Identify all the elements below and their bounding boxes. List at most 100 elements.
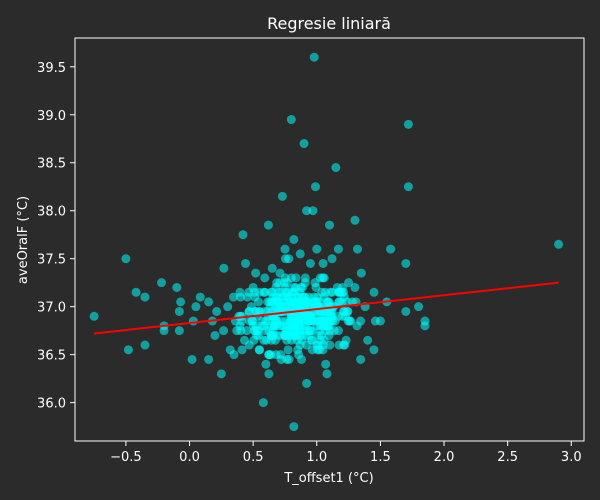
data-point — [157, 278, 167, 288]
data-point — [248, 321, 258, 331]
data-point — [229, 292, 239, 302]
data-point — [216, 369, 226, 379]
data-point — [176, 297, 186, 307]
data-point — [271, 302, 281, 312]
data-point — [302, 378, 312, 388]
data-point — [280, 273, 290, 283]
data-point — [140, 292, 150, 302]
data-point — [314, 345, 324, 355]
data-point — [261, 359, 271, 369]
data-point — [204, 354, 214, 364]
data-point — [322, 369, 332, 379]
data-point — [266, 335, 276, 345]
data-point — [353, 244, 362, 254]
data-point — [159, 326, 169, 336]
data-point — [223, 302, 233, 312]
data-point — [195, 292, 205, 302]
data-point — [264, 369, 274, 379]
x-axis-title: T_offset1 (°C) — [283, 471, 373, 486]
data-point — [229, 350, 239, 360]
y-tick-label: 36.0 — [37, 397, 66, 412]
y-axis-title: aveOralF (°C) — [16, 196, 31, 284]
data-point — [403, 119, 413, 129]
data-point — [289, 282, 299, 292]
y-tick-label: 39.5 — [37, 61, 66, 76]
data-point — [302, 206, 312, 216]
data-point — [172, 282, 182, 292]
data-point — [188, 316, 198, 326]
data-point — [293, 345, 303, 355]
data-point — [174, 326, 184, 336]
data-point — [251, 268, 261, 278]
data-point — [121, 254, 131, 264]
data-point — [318, 316, 328, 326]
data-point — [263, 220, 273, 230]
data-point — [238, 230, 248, 240]
data-point — [280, 330, 290, 340]
data-point — [375, 316, 385, 326]
data-point — [310, 278, 320, 288]
x-tick-label: 0.5 — [243, 450, 264, 465]
data-point — [280, 244, 290, 254]
data-point — [248, 282, 258, 292]
x-tick-label: 3.0 — [561, 450, 582, 465]
data-point — [319, 273, 329, 283]
data-point — [369, 345, 379, 355]
data-point — [312, 244, 322, 254]
data-point — [254, 287, 264, 297]
data-point — [252, 330, 262, 340]
regression-line — [93, 281, 559, 335]
data-point — [174, 306, 184, 316]
data-point — [297, 335, 307, 345]
data-point — [356, 268, 366, 278]
data-point — [283, 345, 293, 355]
x-tick-label: 2.5 — [497, 450, 518, 465]
data-point — [331, 163, 341, 173]
data-point — [350, 282, 360, 292]
data-point — [325, 220, 334, 230]
data-point — [289, 235, 299, 244]
data-point — [283, 321, 293, 331]
data-point — [327, 254, 337, 264]
data-point — [363, 335, 373, 345]
data-point — [420, 321, 430, 331]
y-tick-label: 39.0 — [37, 109, 66, 124]
data-point — [204, 297, 214, 307]
data-point — [251, 306, 261, 316]
data-point — [308, 206, 318, 216]
data-point — [277, 191, 287, 201]
data-point — [191, 302, 201, 312]
data-point — [259, 321, 269, 331]
data-point — [89, 311, 99, 321]
data-point — [386, 244, 396, 254]
data-point — [356, 316, 366, 326]
y-tick-label: 37.5 — [37, 253, 66, 268]
data-point — [343, 306, 353, 316]
data-point — [356, 354, 366, 364]
data-point — [286, 115, 296, 125]
data-point — [295, 249, 305, 259]
data-point — [242, 326, 252, 336]
data-point — [300, 278, 310, 288]
data-point — [344, 278, 354, 288]
data-point — [187, 354, 197, 364]
data-point — [369, 287, 379, 297]
data-point — [255, 345, 265, 355]
data-point — [123, 345, 133, 355]
x-tick-label: 0.0 — [179, 450, 200, 465]
data-point — [321, 359, 331, 369]
data-point — [254, 297, 263, 307]
data-point — [337, 297, 347, 307]
data-point — [307, 345, 317, 355]
data-point — [244, 340, 254, 350]
chart-title: Regresie liniară — [267, 14, 391, 33]
data-point — [235, 292, 245, 302]
data-point — [241, 258, 251, 268]
data-point — [260, 273, 270, 283]
data-point — [309, 52, 319, 62]
data-point — [274, 321, 284, 331]
data-point — [244, 306, 254, 316]
data-point — [210, 330, 220, 340]
